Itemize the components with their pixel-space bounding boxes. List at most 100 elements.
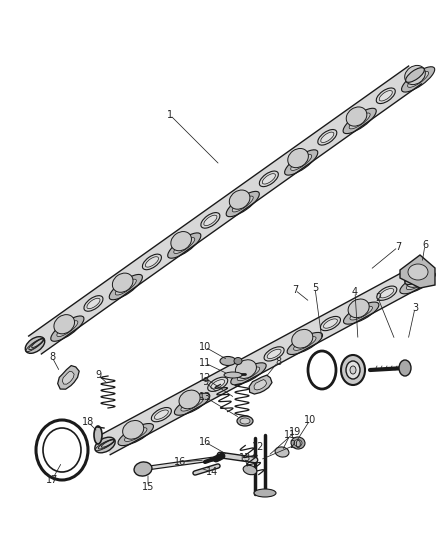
Ellipse shape [168, 233, 201, 258]
Ellipse shape [379, 91, 392, 101]
Ellipse shape [109, 274, 142, 300]
Ellipse shape [204, 215, 217, 225]
Ellipse shape [84, 296, 103, 311]
Polygon shape [62, 371, 74, 384]
Text: 5: 5 [312, 283, 318, 293]
Ellipse shape [321, 132, 334, 142]
Ellipse shape [152, 408, 171, 422]
Ellipse shape [240, 418, 250, 424]
Text: 14: 14 [206, 467, 218, 477]
Ellipse shape [231, 363, 266, 385]
Ellipse shape [346, 107, 367, 126]
Ellipse shape [291, 155, 312, 171]
Ellipse shape [118, 424, 153, 446]
Ellipse shape [399, 360, 411, 376]
Ellipse shape [376, 88, 395, 103]
Ellipse shape [54, 314, 74, 334]
Ellipse shape [294, 440, 302, 447]
Ellipse shape [380, 288, 394, 298]
Ellipse shape [142, 254, 162, 270]
Ellipse shape [321, 317, 340, 330]
Ellipse shape [87, 298, 100, 309]
Ellipse shape [254, 489, 276, 497]
Ellipse shape [293, 337, 316, 350]
Text: 8: 8 [49, 352, 55, 362]
Text: 13: 13 [239, 453, 251, 463]
Ellipse shape [220, 357, 236, 366]
Text: 12: 12 [252, 442, 264, 452]
Ellipse shape [408, 71, 429, 87]
Text: 16: 16 [199, 437, 211, 447]
Ellipse shape [349, 113, 370, 129]
Text: 6: 6 [422, 240, 428, 250]
Ellipse shape [208, 377, 228, 391]
Ellipse shape [264, 347, 284, 361]
Polygon shape [28, 66, 421, 354]
Ellipse shape [288, 149, 308, 168]
Ellipse shape [343, 108, 376, 134]
Text: 18: 18 [82, 417, 94, 427]
Ellipse shape [285, 150, 318, 175]
Text: 9: 9 [95, 370, 101, 380]
Ellipse shape [234, 358, 242, 365]
Ellipse shape [243, 465, 257, 475]
Ellipse shape [405, 66, 425, 85]
Ellipse shape [174, 238, 195, 254]
Ellipse shape [230, 190, 250, 209]
Ellipse shape [179, 390, 200, 409]
Polygon shape [254, 379, 267, 390]
Ellipse shape [267, 349, 281, 359]
Text: 1: 1 [167, 110, 173, 120]
Text: 17: 17 [46, 475, 58, 485]
Ellipse shape [145, 257, 159, 267]
Text: 4: 4 [352, 287, 358, 297]
Ellipse shape [57, 321, 78, 336]
Ellipse shape [211, 379, 225, 389]
Ellipse shape [324, 319, 337, 328]
Text: 11: 11 [284, 430, 296, 440]
Ellipse shape [377, 286, 397, 300]
Ellipse shape [408, 264, 428, 280]
Text: 12: 12 [199, 373, 211, 383]
Text: 8: 8 [275, 357, 281, 367]
Ellipse shape [181, 397, 203, 411]
Ellipse shape [224, 372, 242, 378]
Ellipse shape [95, 437, 115, 453]
Ellipse shape [292, 329, 313, 348]
Ellipse shape [405, 271, 425, 285]
Polygon shape [100, 268, 420, 455]
Text: 10: 10 [304, 415, 316, 425]
Ellipse shape [237, 416, 253, 426]
Polygon shape [58, 366, 79, 389]
Text: 3: 3 [412, 303, 418, 313]
Text: 16: 16 [174, 457, 186, 467]
Ellipse shape [124, 427, 147, 441]
Ellipse shape [291, 437, 305, 449]
Ellipse shape [400, 272, 435, 294]
Ellipse shape [237, 367, 260, 381]
Ellipse shape [155, 410, 168, 419]
Ellipse shape [404, 269, 426, 287]
Ellipse shape [226, 191, 259, 217]
Ellipse shape [262, 174, 276, 184]
Ellipse shape [25, 337, 45, 353]
Text: 7: 7 [395, 242, 401, 252]
Text: 20: 20 [289, 440, 301, 450]
Ellipse shape [259, 171, 279, 187]
Ellipse shape [402, 67, 434, 92]
Ellipse shape [123, 421, 144, 439]
Text: 9: 9 [202, 377, 208, 387]
Ellipse shape [350, 306, 372, 320]
Ellipse shape [346, 361, 360, 379]
Ellipse shape [287, 333, 322, 354]
Text: 11: 11 [199, 358, 211, 368]
Ellipse shape [201, 213, 220, 228]
Ellipse shape [174, 393, 210, 415]
Ellipse shape [94, 426, 102, 444]
Ellipse shape [171, 231, 191, 251]
Polygon shape [400, 255, 435, 288]
Ellipse shape [406, 68, 424, 82]
Text: 19: 19 [289, 427, 301, 437]
Text: 15: 15 [142, 482, 154, 492]
Text: 10: 10 [199, 342, 211, 352]
